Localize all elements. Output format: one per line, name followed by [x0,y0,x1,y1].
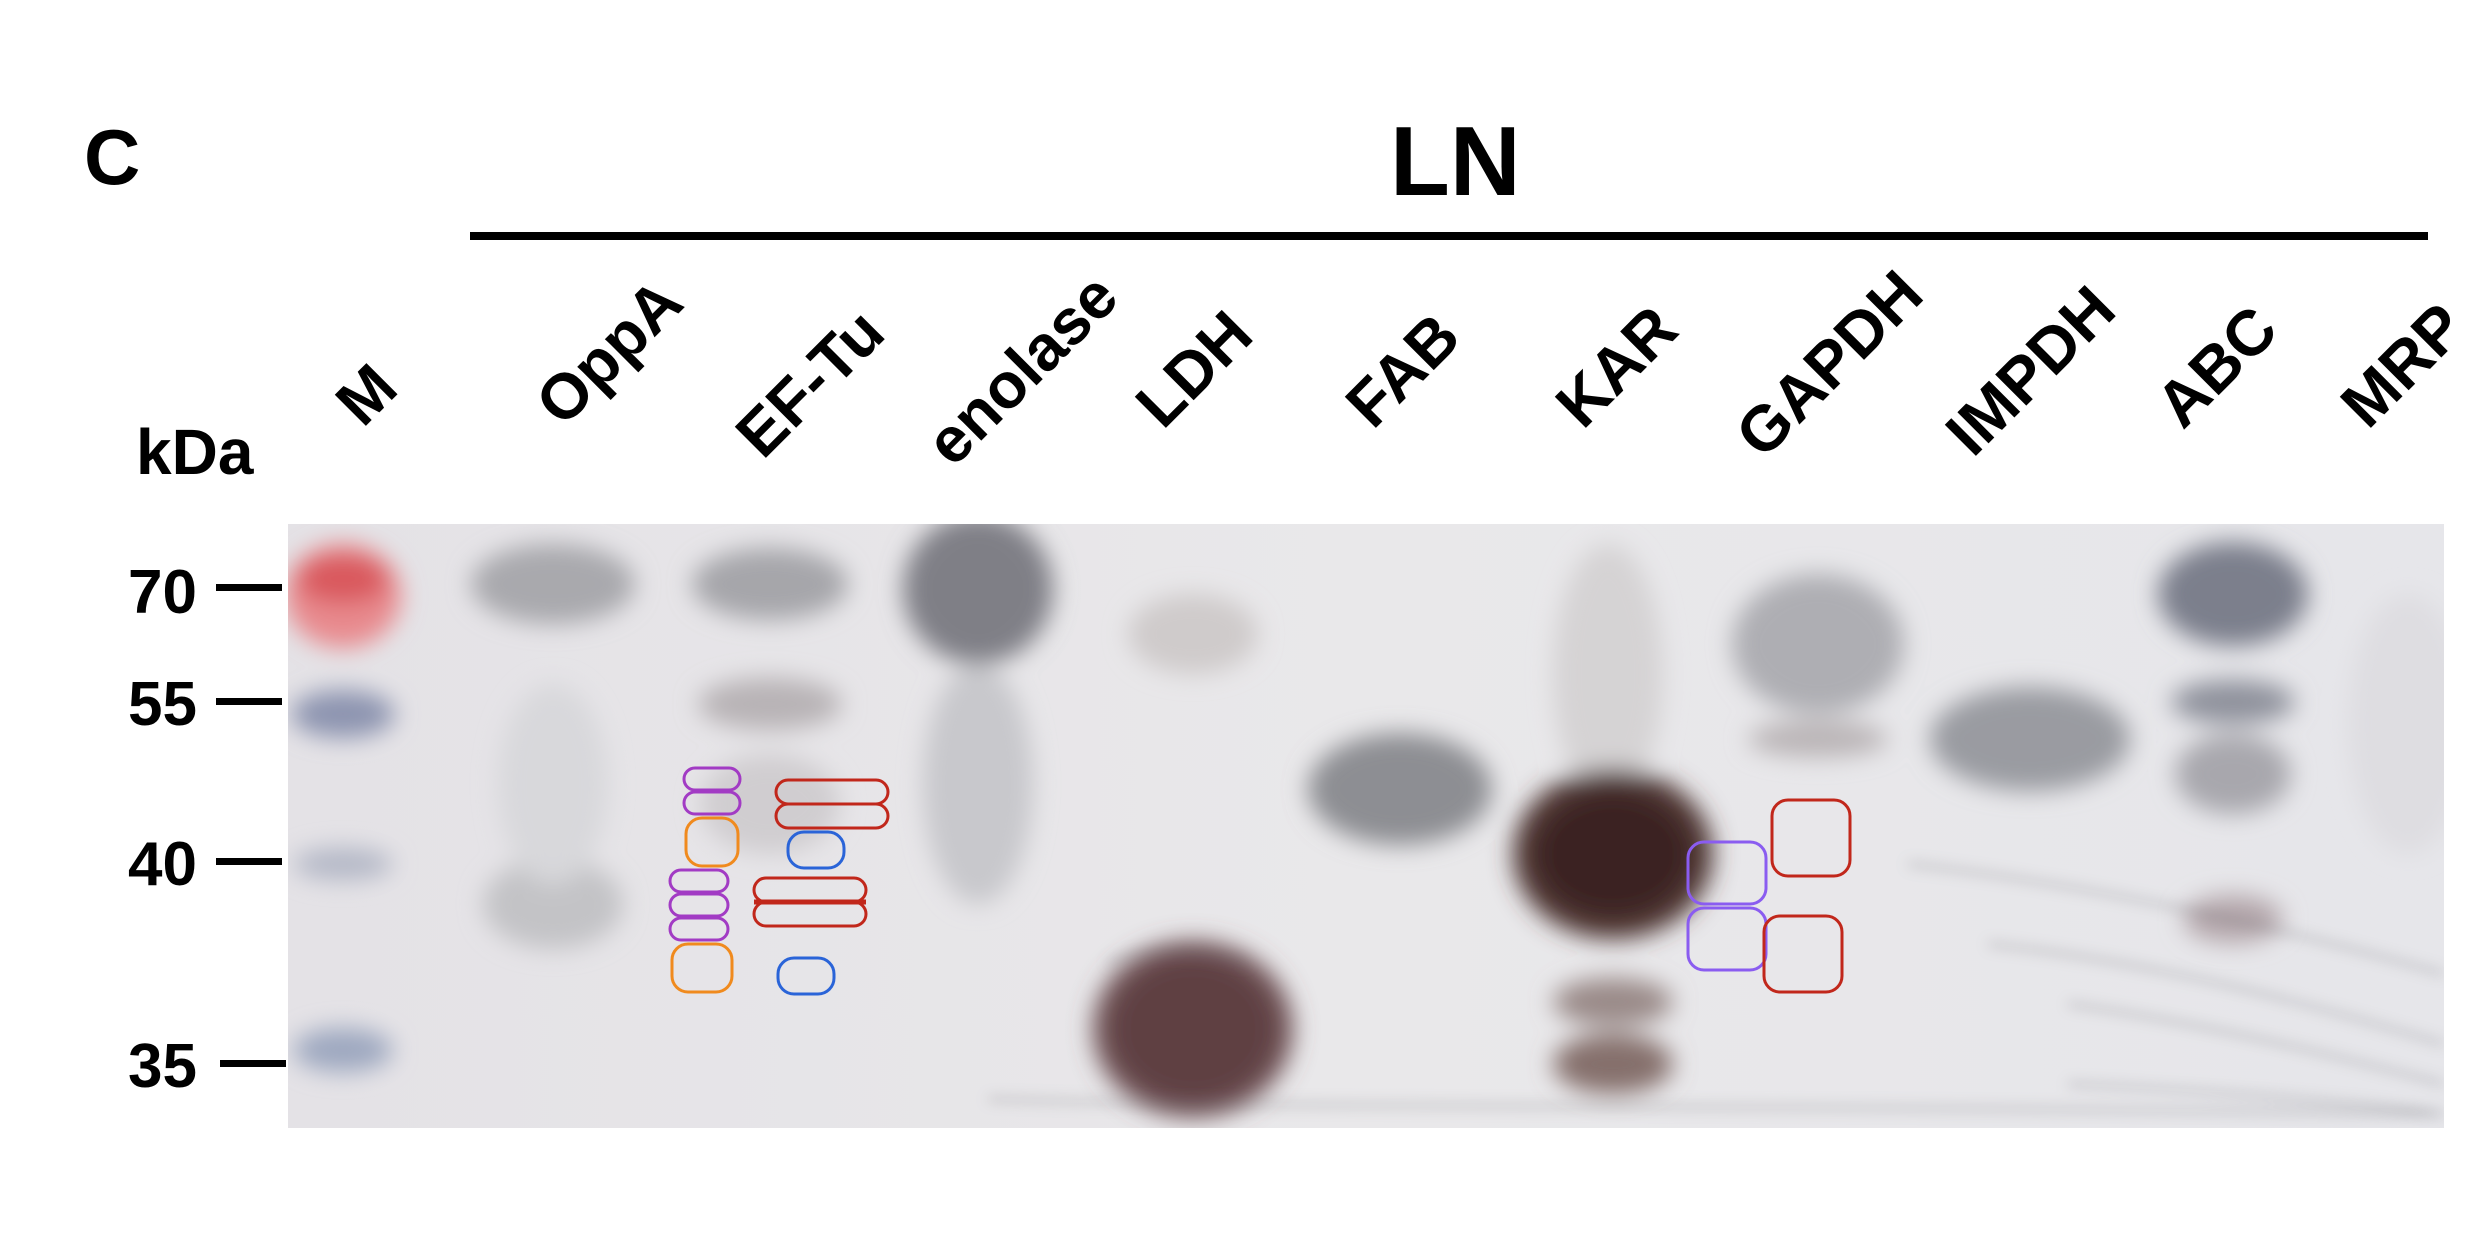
annotation-blue-2 [776,956,836,996]
panel-label: C [84,113,141,201]
annotation-purple-4 [668,892,730,918]
lane-label-mrp: MRP [2326,289,2479,441]
annotation-red-6 [1762,914,1844,994]
lane-label-abc: ABC [2141,291,2291,441]
marker-tick-40 [216,858,282,865]
lane-label-ldh: LDH [1121,296,1266,441]
marker-tick-55 [216,698,282,705]
annotation-purple-5 [668,916,730,942]
lane-label-gapdh: GAPDH [1721,256,1937,471]
lane-label-m: M [321,350,411,439]
marker-tick-35 [220,1060,286,1067]
annotation-marks [668,766,1852,996]
annotation-orange-1 [684,816,740,868]
lane-label-fab: FAB [1331,299,1474,441]
gel-streaks [987,862,2444,1116]
lane-label-oppa: OppA [521,264,696,439]
annotation-red-2 [774,802,890,830]
gel-bands [288,524,2444,1117]
annotation-purple-3 [668,868,730,894]
lane-label-enolase: enolase [911,259,1132,479]
annotation-red-5 [1770,798,1852,878]
lane-label-kar: KAR [1541,291,1691,441]
annotation-orange-2 [670,942,734,994]
annotation-purple-1 [682,766,742,792]
lane-label-ef-tu: EF-Tu [721,295,898,471]
marker-label-40: 40 [128,830,197,899]
annotation-violet-2 [1686,906,1768,972]
marker-label-70: 70 [128,558,197,627]
annotation-violet-1 [1686,840,1768,906]
gel-image [288,524,2444,1128]
marker-label-35: 35 [128,1032,197,1101]
unit-label: kDa [136,416,254,488]
annotation-purple-2 [682,790,742,816]
group-bracket-line [470,232,2428,240]
annotation-blue-1 [786,830,846,870]
lane-label-impdh: IMPDH [1931,272,2129,469]
group-label: LN [1390,106,1521,216]
marker-tick-70 [216,584,282,591]
marker-label-55: 55 [128,670,197,739]
